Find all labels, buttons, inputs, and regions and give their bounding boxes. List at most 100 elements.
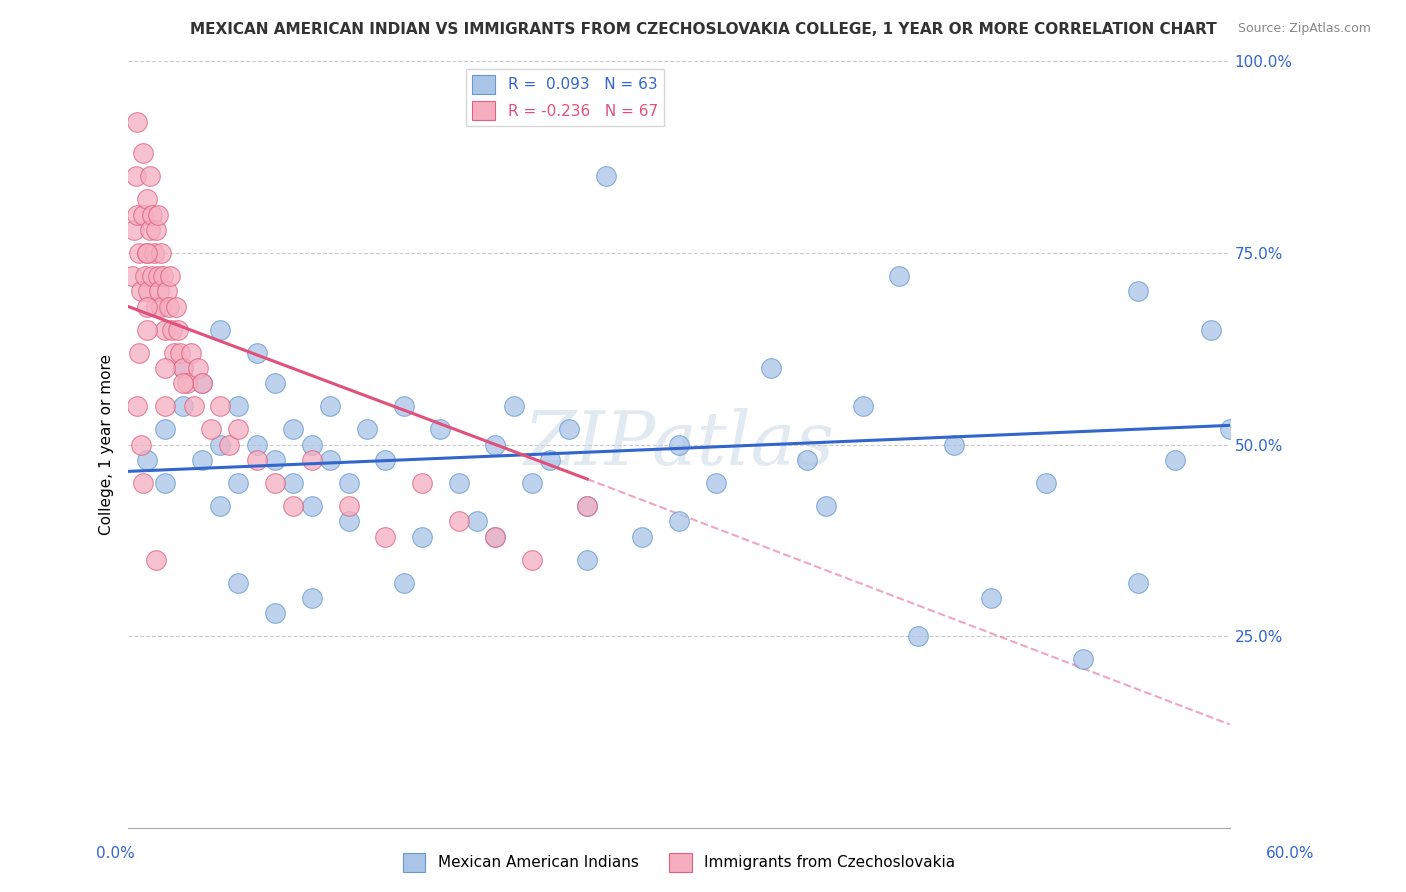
Point (122, 223, 145, 237)
Point (138, 284, 160, 298)
Point (246, 345, 269, 359)
Point (190, 376, 212, 391)
Point (283, 475, 305, 490)
Point (208, 399, 231, 413)
Point (142, 245, 165, 260)
Point (337, 499, 360, 513)
Point (135, 453, 157, 467)
Point (228, 475, 250, 490)
Point (264, 453, 287, 467)
Text: Source: ZipAtlas.com: Source: ZipAtlas.com (1237, 22, 1371, 36)
Legend: R =  0.093   N = 63, R = -0.236   N = 67: R = 0.093 N = 63, R = -0.236 N = 67 (467, 69, 664, 126)
Point (668, 514, 690, 528)
Point (172, 360, 194, 375)
Point (668, 437, 690, 451)
Point (153, 422, 176, 436)
Text: ZIPatlas: ZIPatlas (523, 409, 835, 481)
Point (218, 437, 240, 451)
Point (157, 300, 180, 314)
Point (447, 514, 470, 528)
Point (814, 499, 837, 513)
Point (301, 453, 323, 467)
Point (1219, 422, 1241, 436)
Point (1071, 652, 1094, 666)
Point (129, 284, 152, 298)
Point (150, 245, 173, 260)
Point (429, 422, 451, 436)
Point (135, 322, 157, 336)
Point (152, 268, 174, 283)
Point (132, 475, 155, 490)
Point (228, 575, 250, 590)
Point (124, 169, 146, 183)
Point (190, 453, 212, 467)
Point (980, 591, 1002, 605)
Point (392, 575, 415, 590)
Point (484, 530, 506, 544)
Point (558, 422, 581, 436)
Point (159, 268, 181, 283)
Point (337, 514, 360, 528)
Point (283, 499, 305, 513)
Point (374, 453, 396, 467)
Point (135, 245, 157, 260)
Point (153, 322, 176, 336)
Point (135, 300, 157, 314)
Point (135, 245, 157, 260)
Point (153, 360, 176, 375)
Point (132, 207, 155, 221)
Point (907, 629, 929, 643)
Point (176, 376, 198, 391)
Point (166, 322, 188, 336)
Point (1201, 322, 1223, 336)
Point (246, 453, 269, 467)
Point (576, 499, 599, 513)
Point (163, 345, 186, 359)
Point (208, 322, 231, 336)
Point (200, 422, 222, 436)
Point (172, 399, 194, 413)
Point (943, 437, 966, 451)
Text: MEXICAN AMERICAN INDIAN VS IMMIGRANTS FROM CZECHOSLOVAKIA COLLEGE, 1 YEAR OR MOR: MEXICAN AMERICAN INDIAN VS IMMIGRANTS FR… (190, 22, 1216, 37)
Point (283, 422, 305, 436)
Point (180, 345, 202, 359)
Point (162, 322, 184, 336)
Point (576, 552, 599, 566)
Point (172, 376, 194, 391)
Point (319, 399, 342, 413)
Point (139, 169, 162, 183)
Point (1163, 453, 1185, 467)
Point (141, 207, 163, 221)
Point (484, 530, 506, 544)
Point (502, 399, 524, 413)
Point (301, 437, 323, 451)
Point (851, 399, 873, 413)
Point (520, 552, 543, 566)
Point (889, 268, 911, 283)
Point (374, 530, 396, 544)
Point (129, 437, 152, 451)
Point (146, 207, 169, 221)
Text: 0.0%: 0.0% (96, 847, 135, 861)
Point (208, 437, 231, 451)
Point (264, 475, 287, 490)
Point (759, 360, 782, 375)
Point (411, 475, 433, 490)
Point (145, 223, 167, 237)
Point (183, 399, 205, 413)
Point (301, 591, 323, 605)
Point (1035, 475, 1057, 490)
Point (1126, 284, 1149, 298)
Point (121, 268, 143, 283)
Point (264, 376, 287, 391)
Point (228, 422, 250, 436)
Point (576, 499, 599, 513)
Point (356, 422, 378, 436)
Point (704, 475, 727, 490)
Point (127, 207, 149, 221)
Point (156, 284, 179, 298)
Point (796, 453, 818, 467)
Point (150, 300, 173, 314)
Point (392, 399, 415, 413)
Point (145, 552, 167, 566)
